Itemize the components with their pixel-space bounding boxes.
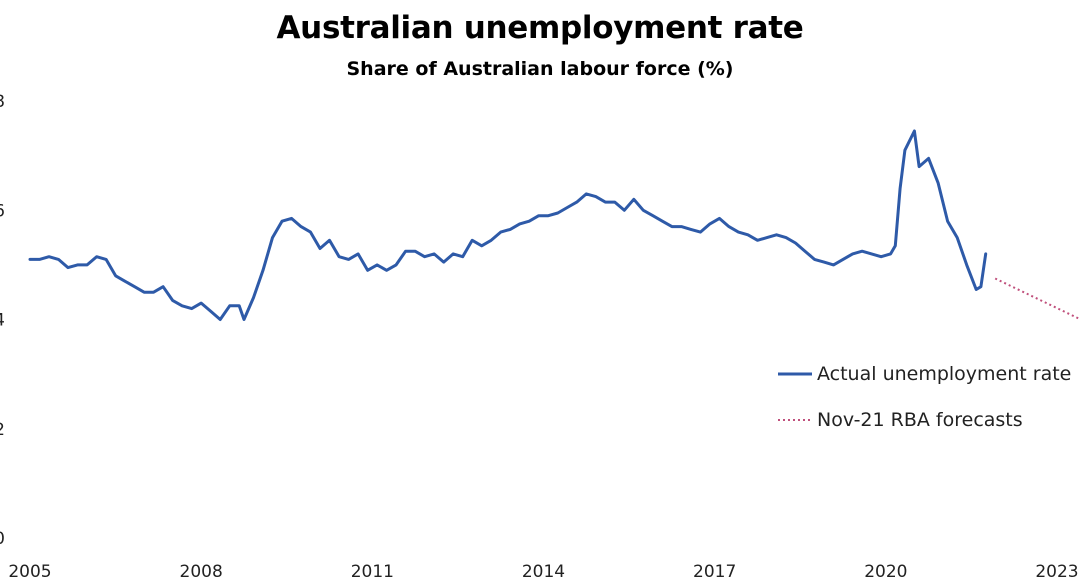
y-tick-label: 4 <box>0 311 5 331</box>
y-tick-label: 2 <box>0 420 5 440</box>
forecast-line <box>994 277 1080 321</box>
chart-title: Australian unemployment rate <box>276 10 804 46</box>
y-tick-label: 8 <box>0 92 5 112</box>
x-tick-label: 2011 <box>351 562 394 582</box>
y-tick-label: 6 <box>0 201 5 221</box>
legend-label-actual: Actual unemployment rate <box>817 363 1071 385</box>
x-tick-label: 2014 <box>522 562 565 582</box>
x-axis: 2005 2008 2011 2014 2017 2020 2023 <box>8 562 1078 582</box>
y-axis: 0 2 4 6 8 <box>0 92 5 549</box>
x-tick-label: 2005 <box>8 562 51 582</box>
y-tick-label: 0 <box>0 529 5 549</box>
actual-line <box>28 129 988 321</box>
plot-area <box>28 129 1080 321</box>
legend-label-forecast: Nov-21 RBA forecasts <box>817 409 1023 431</box>
x-tick-label: 2020 <box>864 562 907 582</box>
x-tick-label: 2017 <box>693 562 736 582</box>
chart-subtitle: Share of Australian labour force (%) <box>346 58 734 80</box>
x-tick-label: 2008 <box>180 562 223 582</box>
legend: Actual unemployment rate Nov-21 RBA fore… <box>778 363 1071 431</box>
x-tick-label: 2023 <box>1035 562 1078 582</box>
